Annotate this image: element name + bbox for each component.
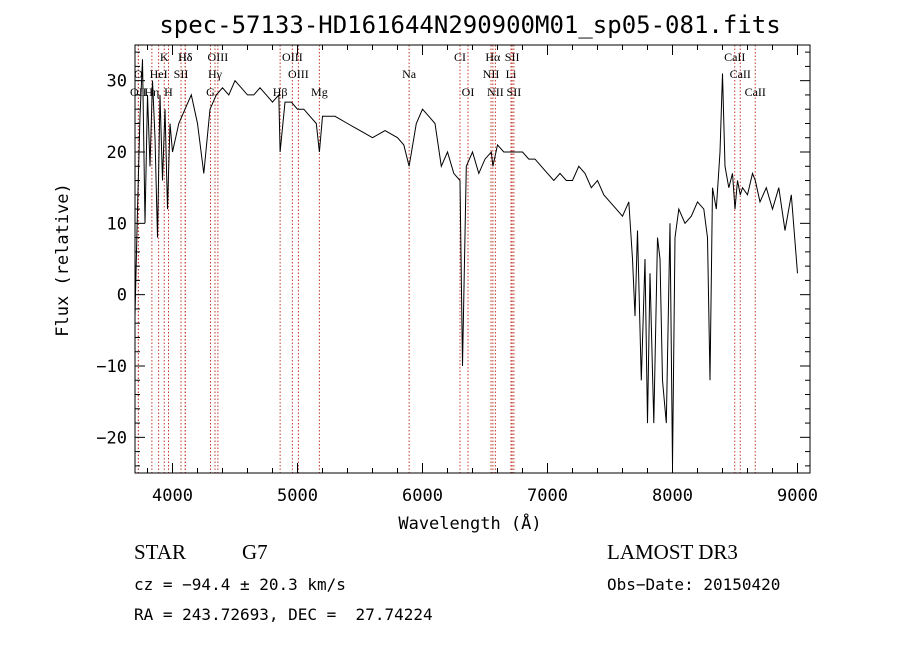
line-label-1: K bbox=[160, 50, 169, 64]
x-tick-label-1: 5000 bbox=[277, 486, 318, 506]
line-label-26: SII bbox=[507, 85, 522, 99]
line-label-17: CaII bbox=[730, 67, 751, 81]
line-label-15: NII bbox=[483, 67, 500, 81]
plot-frame bbox=[134, 44, 811, 474]
x-tick-label-0: 4000 bbox=[152, 486, 193, 506]
x-tick-label-3: 7000 bbox=[527, 486, 568, 506]
subclass: G7 bbox=[242, 540, 268, 564]
coordinates: RA = 243.72693, DEC = 27.74224 bbox=[134, 605, 433, 624]
line-label-22: Hβ bbox=[273, 85, 288, 99]
line-label-3: OIII bbox=[208, 50, 229, 64]
line-label-0: Hδ bbox=[178, 50, 193, 64]
y-axis-label: Flux (relative) bbox=[53, 183, 73, 337]
redshift-velocity: cz = −94.4 ± 20.3 km/s bbox=[134, 575, 346, 594]
line-label-13: OIII bbox=[288, 67, 309, 81]
y-axis: −20 −10 0 10 20 30 bbox=[96, 51, 810, 467]
line-label-8: CaII bbox=[724, 50, 745, 64]
x-tick-label-5: 9000 bbox=[777, 486, 818, 506]
line-label-24: OI bbox=[462, 85, 475, 99]
line-label-4: OIII bbox=[282, 50, 303, 64]
line-label-23: Mg bbox=[311, 85, 328, 99]
x-axis-label: Wavelength (Å) bbox=[398, 512, 541, 534]
x-tick-label-4: 8000 bbox=[652, 486, 693, 506]
line-label-25: NII bbox=[487, 85, 504, 99]
line-label-10: HeI bbox=[150, 67, 168, 81]
x-axis: 4000 5000 6000 7000 8000 9000 bbox=[147, 45, 818, 506]
spectral-line-markers bbox=[137, 45, 756, 473]
y-tick-label-5: 30 bbox=[107, 72, 127, 92]
spectrum-line bbox=[134, 59, 798, 466]
y-tick-label-0: −20 bbox=[96, 428, 127, 448]
line-label-5: CI bbox=[454, 50, 466, 64]
y-tick-label-2: 0 bbox=[117, 286, 127, 306]
object-class: STAR bbox=[134, 540, 186, 564]
line-label-2: Hδ bbox=[178, 50, 193, 64]
line-label-27: CaII bbox=[745, 85, 766, 99]
chart-title: spec-57133-HD161644N290900M01_sp05-081.f… bbox=[159, 11, 780, 39]
line-label-20: H bbox=[164, 85, 173, 99]
y-tick-label-3: 10 bbox=[107, 214, 127, 234]
line-label-12: Hγ bbox=[208, 67, 223, 81]
observation-date: Obs−Date: 20150420 bbox=[607, 575, 781, 594]
x-tick-label-2: 6000 bbox=[402, 486, 443, 506]
survey-name: LAMOST DR3 bbox=[607, 540, 738, 564]
y-tick-label-1: −10 bbox=[96, 357, 127, 377]
line-label-16: Li bbox=[506, 67, 517, 81]
y-tick-label-4: 20 bbox=[107, 143, 127, 163]
line-label-6: Hα bbox=[485, 50, 501, 64]
line-label-21: G bbox=[206, 85, 215, 99]
line-label-9: O bbox=[134, 67, 143, 81]
line-label-11: SII bbox=[174, 67, 189, 81]
line-label-14: Na bbox=[402, 67, 417, 81]
line-label-7: SII bbox=[505, 50, 520, 64]
